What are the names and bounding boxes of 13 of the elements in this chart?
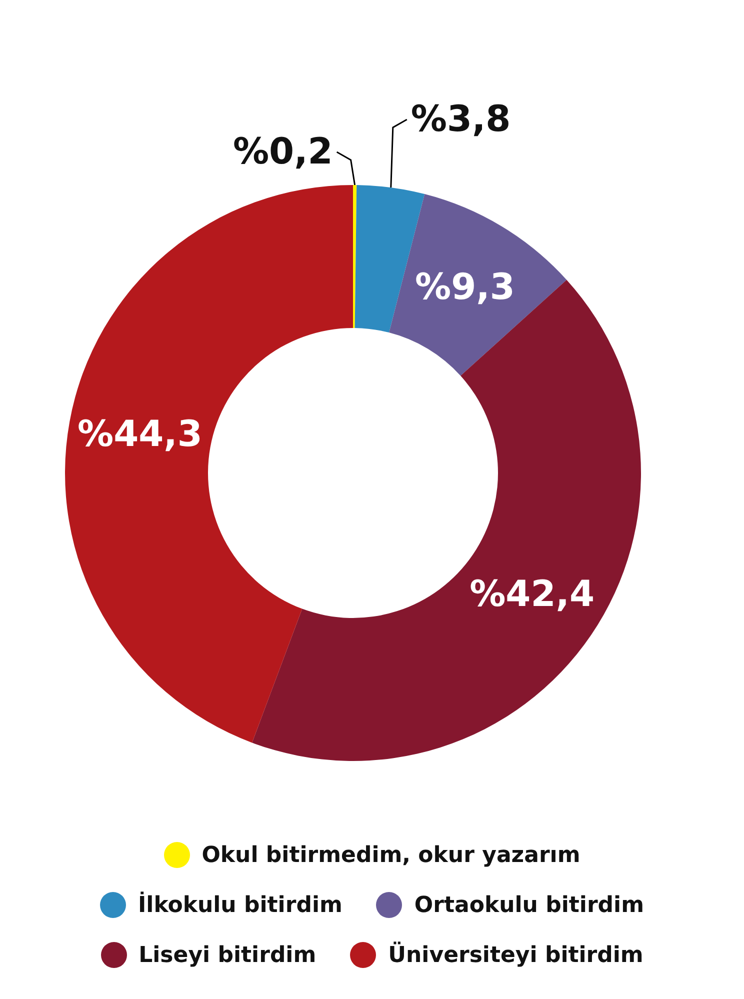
donut-slice [389,194,567,376]
legend-label: Ortaokulu bitirdim [413,892,644,918]
data-label: %42,4 [470,574,595,616]
donut-slice [353,185,357,328]
donut-slice [65,185,353,743]
legend-label: Okul bitirmedim, okur yazarım [200,842,580,868]
legend-label: Liseyi bitirdim [138,942,316,968]
data-label: %44,3 [78,414,202,455]
data-label: %0,2 [232,132,333,173]
data-label: %3,8 [410,99,511,140]
legend-label: Üniversiteyi bitirdim [387,942,644,968]
data-label: %9,3 [415,267,515,308]
legend-label: İlkokulu bitirdim [136,892,342,918]
